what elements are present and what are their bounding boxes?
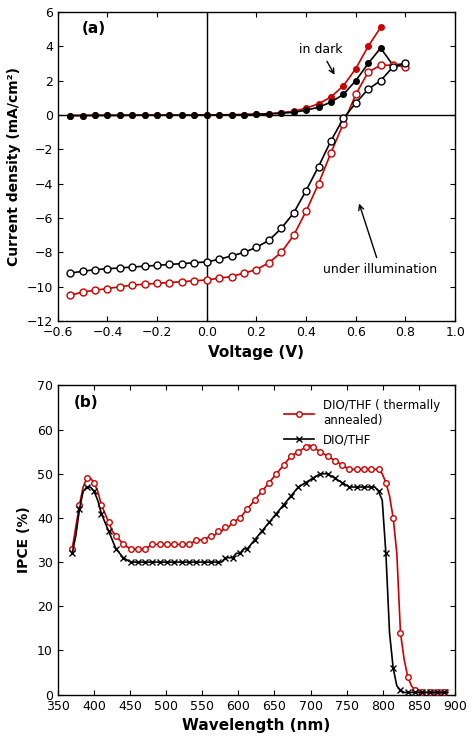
Y-axis label: IPCE (%): IPCE (%) <box>18 507 31 574</box>
Legend: DIO/THF ( thermally
annealed), DIO/THF: DIO/THF ( thermally annealed), DIO/THF <box>280 394 445 451</box>
Text: in dark: in dark <box>299 43 342 73</box>
X-axis label: Wavelength (nm): Wavelength (nm) <box>182 718 330 733</box>
Text: under illumination: under illumination <box>323 205 438 276</box>
Text: (a): (a) <box>82 21 106 36</box>
X-axis label: Voltage (V): Voltage (V) <box>209 345 304 360</box>
Y-axis label: Current density (mA/cm²): Current density (mA/cm²) <box>7 67 21 266</box>
Text: (b): (b) <box>73 394 98 410</box>
